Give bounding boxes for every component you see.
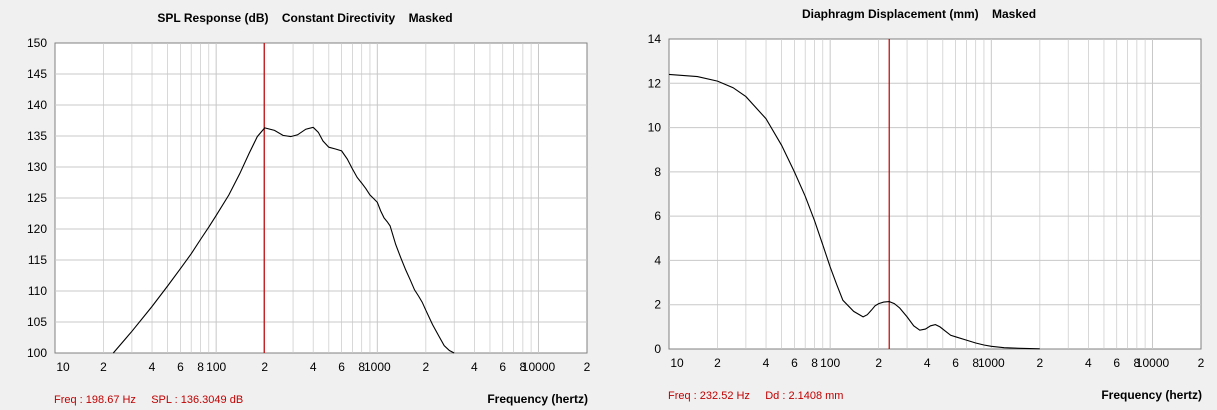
x-tick-label: 4	[310, 360, 317, 374]
x-tick-label: 10	[670, 356, 684, 370]
x-tick-label: 1000	[364, 360, 391, 374]
y-tick-label: 8	[654, 165, 661, 179]
y-tick-label: 135	[27, 129, 47, 143]
x-tick-label: 8	[1134, 356, 1141, 370]
spl-readout: Freq : 198.67 Hz SPL : 136.3049 dB	[54, 394, 243, 406]
displacement-chart-title: Diaphragm Displacement (mm) Masked	[802, 7, 1036, 21]
x-tick-label: 10000	[1136, 356, 1170, 370]
x-tick-label: 10	[56, 360, 70, 374]
displacement-x-axis-title: Frequency (hertz)	[1101, 388, 1202, 402]
y-tick-label: 105	[27, 315, 47, 329]
y-tick-label: 0	[654, 342, 661, 356]
x-tick-label: 6	[952, 356, 959, 370]
x-tick-label: 2	[1036, 356, 1043, 370]
displacement-grid	[669, 39, 1201, 349]
y-tick-label: 2	[654, 298, 661, 312]
y-tick-label: 100	[27, 346, 47, 360]
y-tick-label: 115	[28, 253, 47, 267]
displacement-chart: Diaphragm Displacement (mm) Masked 14121…	[648, 7, 1205, 402]
y-tick-label: 140	[27, 98, 47, 112]
x-tick-label: 100	[206, 360, 226, 374]
x-tick-label: 6	[177, 360, 184, 374]
x-tick-label: 8	[520, 360, 527, 374]
x-tick-label: 6	[338, 360, 345, 374]
x-tick-label: 8	[811, 356, 818, 370]
x-tick-label: 1000	[978, 356, 1005, 370]
x-tick-label: 2	[875, 356, 882, 370]
spl-chart-title: SPL Response (dB) Constant Directivity M…	[157, 11, 452, 25]
x-tick-label: 100	[820, 356, 840, 370]
x-tick-label: 2	[422, 360, 429, 374]
y-tick-label: 10	[648, 121, 662, 135]
x-tick-label: 2	[584, 360, 591, 374]
y-tick-label: 120	[27, 222, 47, 236]
x-tick-label: 4	[763, 356, 770, 370]
displacement-plot-area[interactable]	[668, 38, 1202, 350]
displacement-y-axis-labels: 14 12 10 8 6 4 2 0	[648, 32, 662, 356]
x-tick-label: 4	[924, 356, 931, 370]
x-tick-label: 8	[358, 360, 365, 374]
x-tick-label: 6	[499, 360, 506, 374]
spl-response-curve	[112, 126, 455, 354]
x-tick-label: 2	[100, 360, 107, 374]
y-tick-label: 130	[27, 160, 47, 174]
displacement-readout: Freq : 232.52 Hz Dd : 2.1408 mm	[668, 390, 843, 402]
spl-y-axis-labels: 150 145 140 135 130 125 120 115 110 105 100	[27, 36, 47, 360]
x-tick-label: 2	[261, 360, 268, 374]
y-tick-label: 150	[27, 36, 47, 50]
x-tick-label: 8	[197, 360, 204, 374]
x-tick-label: 6	[791, 356, 798, 370]
x-tick-label: 8	[972, 356, 979, 370]
y-tick-label: 12	[648, 76, 662, 90]
x-tick-label: 10000	[522, 360, 556, 374]
y-tick-label: 125	[27, 191, 47, 205]
x-tick-label: 2	[714, 356, 721, 370]
y-tick-label: 14	[648, 32, 662, 46]
y-tick-label: 145	[27, 67, 47, 81]
spl-grid	[55, 43, 587, 353]
x-tick-label: 4	[471, 360, 478, 374]
x-tick-label: 2	[1198, 356, 1205, 370]
y-tick-label: 6	[654, 209, 661, 223]
spl-x-axis-title: Frequency (hertz)	[487, 392, 588, 406]
x-tick-label: 4	[1085, 356, 1092, 370]
y-tick-label: 4	[654, 253, 661, 267]
x-tick-label: 6	[1113, 356, 1120, 370]
spl-chart: SPL Response (dB) Constant Directivity M…	[27, 11, 591, 406]
y-tick-label: 110	[28, 284, 47, 298]
x-tick-label: 4	[149, 360, 156, 374]
displacement-curve	[668, 73, 1040, 350]
